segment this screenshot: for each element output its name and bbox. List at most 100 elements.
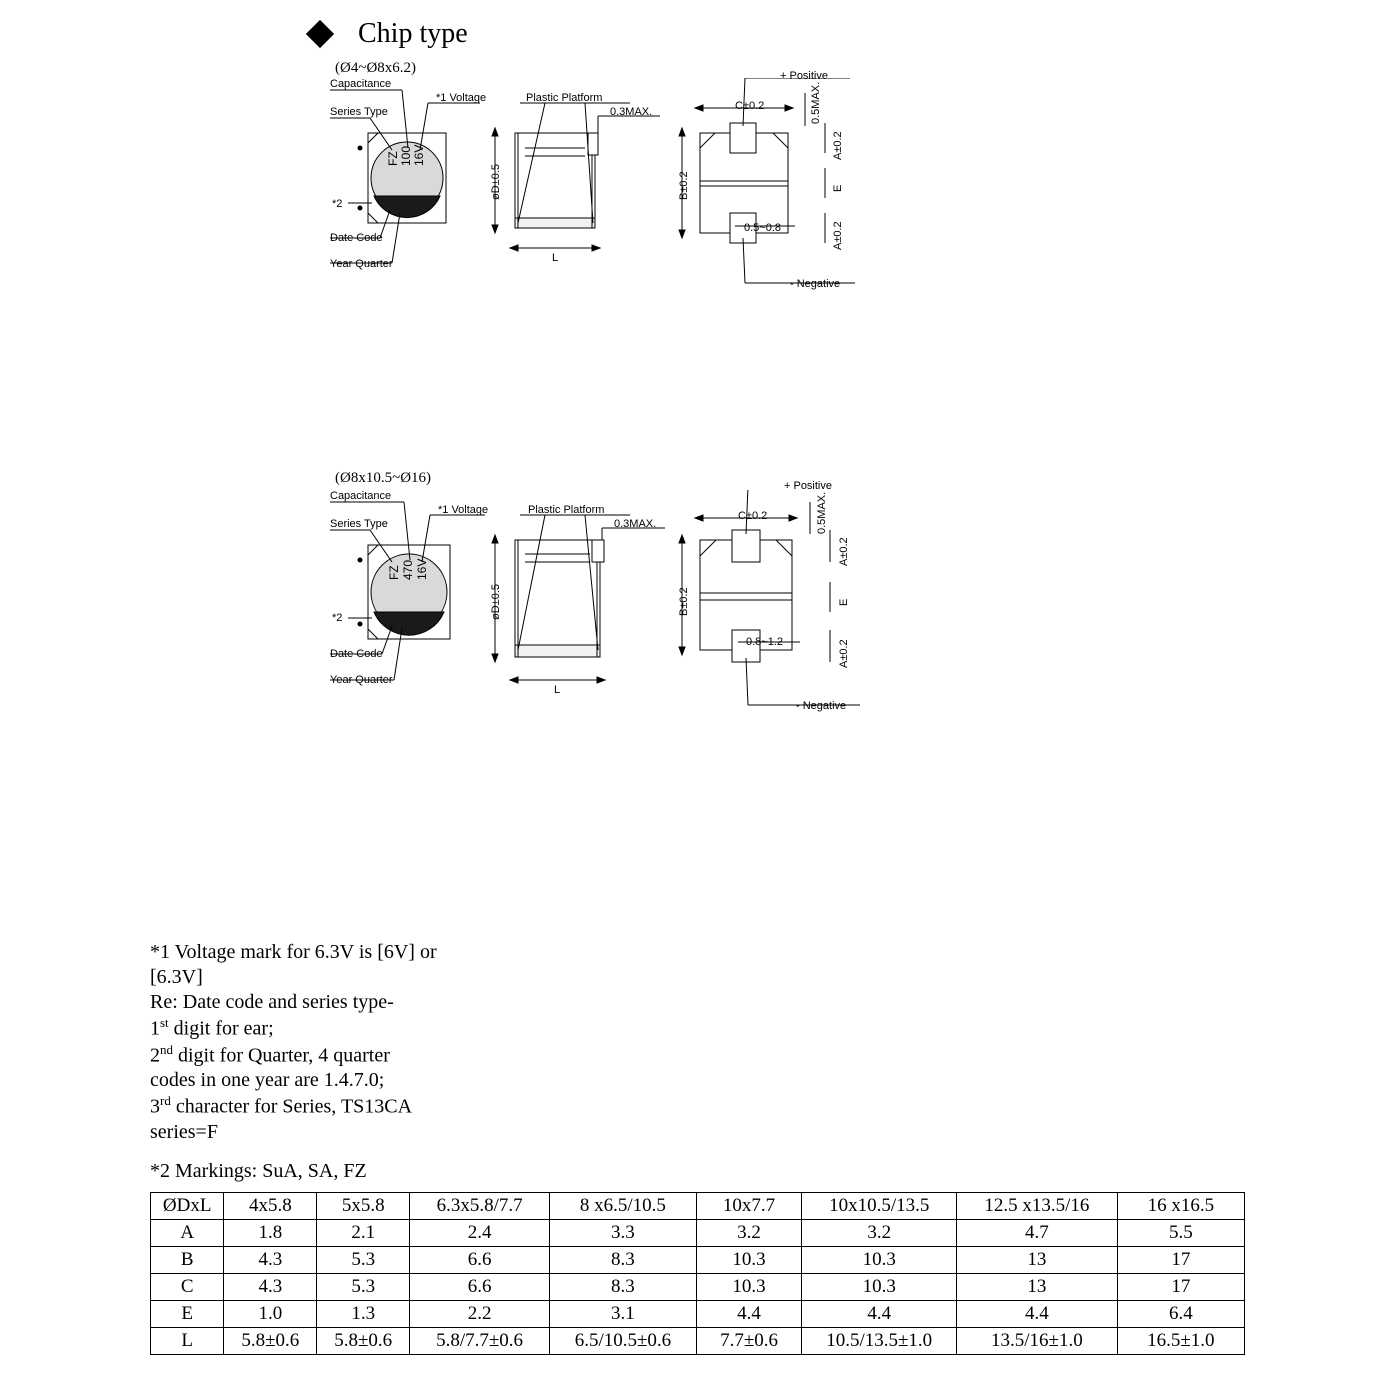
note-line5: codes in one year are 1.4.7.0; [150,1068,580,1093]
d1-star2: *2 [332,198,342,210]
d1-abot: A±0.2 [832,221,844,250]
d1-l: L [552,252,558,264]
d1-negative: - Negative [790,278,840,290]
table-cell: 3.3 [550,1220,697,1247]
table-cell: 4.3 [224,1274,317,1301]
note-line2: Re: Date code and series type- [150,990,580,1015]
d1-voltage-label: *1 Voltage [436,92,486,104]
dimensions-table: ØDxL4x5.85x5.86.3x5.8/7.78 x6.5/10.510x7… [150,1192,1245,1355]
page: Chip type (Ø4~Ø8x6.2) FZ 100 16V [0,0,1390,1390]
table-header-cell: 10x7.7 [696,1193,801,1220]
d2-yearq-label: Year Quarter [330,674,393,686]
dimensions-table-wrap: ØDxL4x5.85x5.86.3x5.8/7.78 x6.5/10.510x7… [150,1192,1245,1355]
table-cell: 4.7 [957,1220,1118,1247]
table-cell: 5.5 [1117,1220,1244,1247]
table-cell: 10.3 [802,1247,957,1274]
d2-capacitance-label: Capacitance [330,490,391,502]
table-cell: 2.2 [410,1301,550,1328]
table-cell: L [151,1328,224,1355]
bullet-icon [306,20,334,48]
table-cell: 2.4 [410,1220,550,1247]
d2-05max: 0.5MAX. [816,492,828,534]
d1-diameter: øD±0.5 [490,164,502,200]
table-header-cell: 8 x6.5/10.5 [550,1193,697,1220]
diagram2-size-range: (Ø8x10.5~Ø16) [335,470,431,487]
table-cell: 3.1 [550,1301,697,1328]
table-cell: 5.8±0.6 [224,1328,317,1355]
d2-series-label: Series Type [330,518,388,530]
table-header-cell: 6.3x5.8/7.7 [410,1193,550,1220]
d1-cap-marking: 100 [399,146,413,166]
d2-l: L [554,684,560,696]
d1-ctol: C±0.2 [735,100,764,112]
page-title: Chip type [358,18,468,50]
table-row: C4.35.36.68.310.310.31317 [151,1274,1245,1301]
title-row: Chip type [310,18,468,50]
table-cell: 1.8 [224,1220,317,1247]
table-cell: 8.3 [550,1274,697,1301]
table-cell: 5.3 [317,1247,410,1274]
note-line7: series=F [150,1120,580,1145]
table-cell: 10.3 [696,1274,801,1301]
table-cell: 17 [1117,1247,1244,1274]
table-cell: 3.2 [802,1220,957,1247]
diagram1-size-range: (Ø4~Ø8x6.2) [335,60,416,77]
table-header-cell: 5x5.8 [317,1193,410,1220]
table-cell: 5.3 [317,1274,410,1301]
table-cell: 7.7±0.6 [696,1328,801,1355]
table-cell: B [151,1247,224,1274]
d1-gap: 0.5~0.8 [744,222,781,234]
svg-text:FZ: FZ [386,151,400,166]
svg-text:FZ: FZ [387,565,401,580]
table-cell: 4.4 [802,1301,957,1328]
d1-positive: + Positive [780,70,828,82]
d1-platform-label: Plastic Platform [526,92,602,104]
table-cell: 1.3 [317,1301,410,1328]
table-header-row: ØDxL4x5.85x5.86.3x5.8/7.78 x6.5/10.510x7… [151,1193,1245,1220]
d1-05max: 0.5MAX. [810,82,822,124]
table-row: B4.35.36.68.310.310.31317 [151,1247,1245,1274]
d1-atop: A±0.2 [832,131,844,160]
d2-voltage-label: *1 Voltage [438,504,488,516]
table-row: E1.01.32.23.14.44.44.46.4 [151,1301,1245,1328]
table-cell: 10.5/13.5±1.0 [802,1328,957,1355]
table-cell: 1.0 [224,1301,317,1328]
table-cell: 6.4 [1117,1301,1244,1328]
table-header-cell: ØDxL [151,1193,224,1220]
d2-atop: A±0.2 [838,537,850,566]
table-header-cell: 12.5 x13.5/16 [957,1193,1118,1220]
d1-btol: B±0.2 [678,171,690,200]
d2-ctol: C±0.2 [738,510,767,522]
table-cell: 13.5/16±1.0 [957,1328,1118,1355]
d1-e: E [832,185,844,192]
note-line1b: [6.3V] [150,965,580,990]
d2-positive: + Positive [784,480,832,492]
table-cell: 6.5/10.5±0.6 [550,1328,697,1355]
d1-03max: 0.3MAX. [610,106,652,118]
d2-e: E [838,599,850,606]
table-cell: 3.2 [696,1220,801,1247]
d2-platform-label: Plastic Platform [528,504,604,516]
note-line1a: *1 Voltage mark for 6.3V is [6V] or [150,940,580,965]
d2-btol: B±0.2 [678,587,690,616]
table-header-cell: 4x5.8 [224,1193,317,1220]
table-cell: 13 [957,1247,1118,1274]
table-cell: E [151,1301,224,1328]
table-cell: 4.4 [696,1301,801,1328]
table-cell: 6.6 [410,1247,550,1274]
table-cell: 10.3 [802,1274,957,1301]
table-cell: 16.5±1.0 [1117,1328,1244,1355]
table-cell: 10.3 [696,1247,801,1274]
d1-capacitance-label: Capacitance [330,78,391,90]
d2-gap: 0.8~1.2 [746,636,783,648]
table-cell: 8.3 [550,1247,697,1274]
d2-cap-marking: 470 [401,560,415,580]
d2-star2: *2 [332,612,342,624]
d2-datecode-label: Date Code [330,648,383,660]
note-line4: 2nd digit for Quarter, 4 quarter [150,1042,580,1069]
note-line8: *2 Markings: SuA, SA, FZ [150,1159,580,1184]
table-cell: 13 [957,1274,1118,1301]
table-cell: 4.3 [224,1247,317,1274]
table-cell: C [151,1274,224,1301]
d1-volt-marking: 16V [412,145,426,166]
